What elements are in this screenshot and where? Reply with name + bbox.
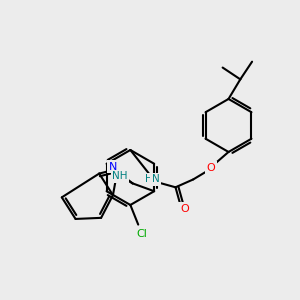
Text: Cl: Cl xyxy=(137,230,148,239)
Text: N: N xyxy=(109,162,117,172)
Text: O: O xyxy=(180,204,189,214)
Text: N: N xyxy=(152,174,160,184)
Text: H: H xyxy=(145,174,153,184)
Text: O: O xyxy=(206,163,215,173)
Text: NH: NH xyxy=(112,172,128,182)
